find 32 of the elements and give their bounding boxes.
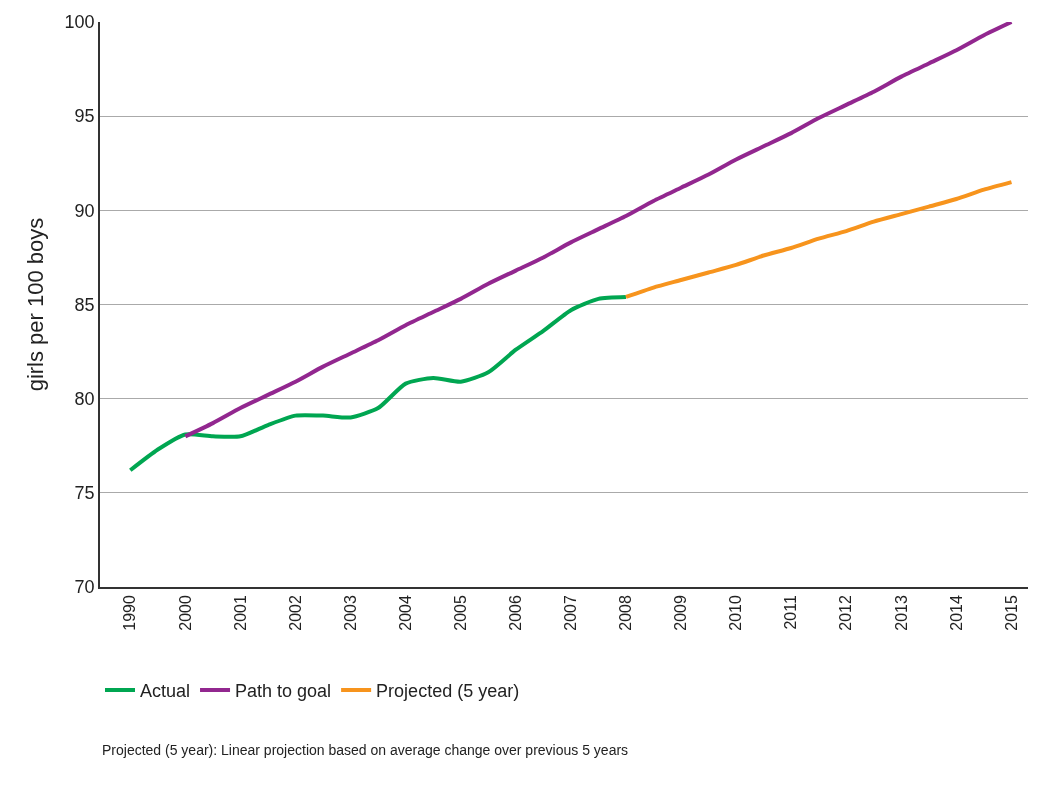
x-tick-label: 1990 bbox=[121, 595, 139, 631]
x-tick-label: 2005 bbox=[451, 595, 469, 631]
y-tick-label: 100 bbox=[64, 12, 95, 33]
y-tick-label: 75 bbox=[74, 483, 95, 504]
x-tick-label: 2010 bbox=[727, 595, 745, 631]
legend-label: Actual bbox=[140, 680, 191, 701]
x-tick-label: 2001 bbox=[231, 595, 249, 631]
line-series bbox=[183, 22, 1014, 439]
x-tick-label: 2007 bbox=[562, 595, 580, 631]
x-tick-label: 2009 bbox=[672, 595, 690, 631]
line-series bbox=[128, 294, 628, 473]
x-tick-label: 2000 bbox=[176, 595, 194, 631]
x-tick-label: 2008 bbox=[617, 595, 635, 631]
y-tick-label: 80 bbox=[74, 388, 95, 409]
line-series bbox=[623, 180, 1014, 299]
x-tick-label: 2004 bbox=[396, 595, 414, 631]
text: Projected (5 year): Linear projection based on average change over previous 5 years bbox=[102, 742, 629, 758]
legend-label: Projected (5 year) bbox=[376, 680, 520, 701]
y-tick-label: 70 bbox=[74, 577, 95, 598]
legend-label: Path to goal bbox=[235, 680, 332, 701]
x-tick-label: 2002 bbox=[286, 595, 304, 631]
y-tick-label: 85 bbox=[74, 294, 95, 315]
x-tick-label: 2015 bbox=[1002, 595, 1020, 631]
y-axis-title: girls per 100 boys bbox=[22, 217, 48, 392]
x-tick-label: 2011 bbox=[782, 595, 800, 630]
x-tick-label: 2003 bbox=[341, 595, 359, 631]
x-tick-label: 2012 bbox=[837, 595, 855, 631]
x-tick-label: 2013 bbox=[892, 595, 910, 631]
y-tick-label: 90 bbox=[74, 200, 95, 221]
x-tick-label: 2014 bbox=[947, 595, 965, 631]
y-tick-label: 95 bbox=[74, 106, 95, 127]
x-tick-label: 2006 bbox=[507, 595, 525, 631]
